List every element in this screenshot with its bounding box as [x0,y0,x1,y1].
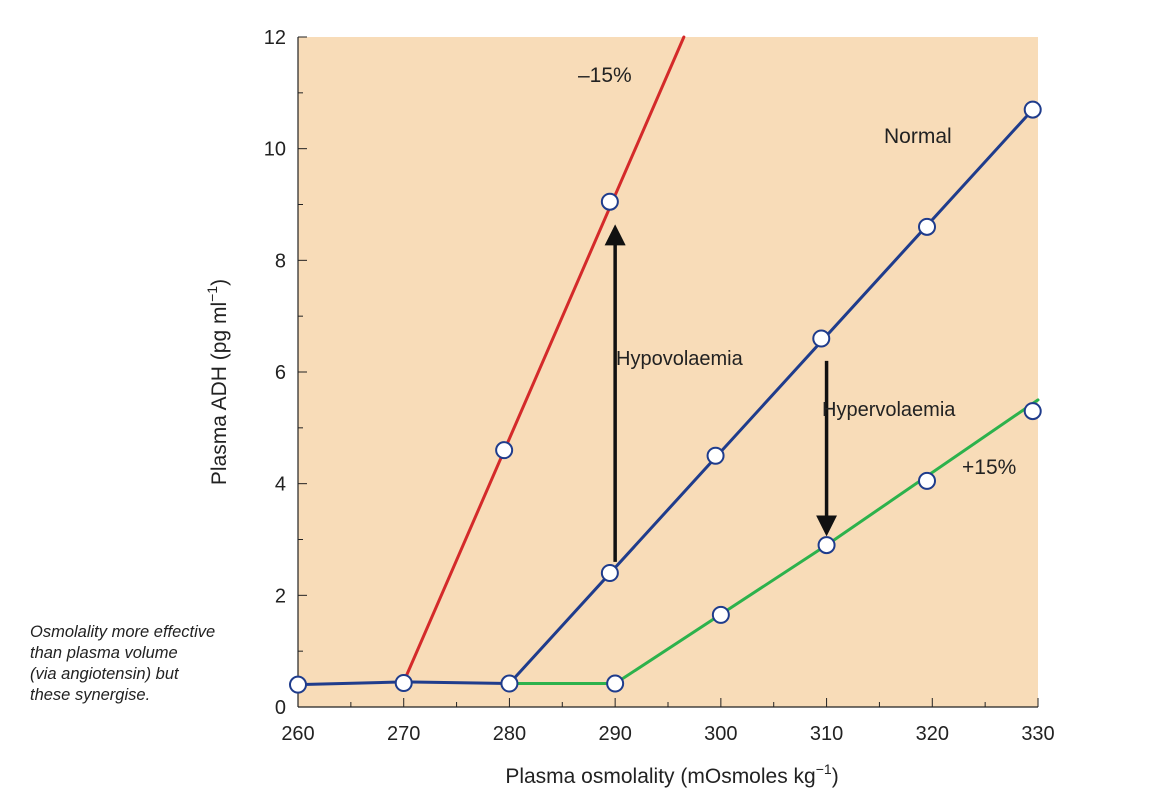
x-axis-title-sup: −1 [816,761,832,777]
x-tick-label: 330 [1021,723,1054,745]
x-tick-label: 310 [810,723,843,745]
note-line: than plasma volume [30,643,290,664]
y-axis-title-sup: −1 [204,286,220,302]
data-point [602,194,618,210]
data-point [501,676,517,692]
x-tick-label: 260 [281,723,314,745]
data-point [819,537,835,553]
x-tick-label: 280 [493,723,526,745]
annotation-note: Osmolality more effective than plasma vo… [30,622,290,706]
series-label-minus15: –15% [578,64,632,87]
x-tick-label: 270 [387,723,420,745]
data-point [919,219,935,235]
series-label-plus15: +15% [962,456,1016,479]
y-tick-label: 4 [275,474,286,496]
data-point [713,607,729,623]
y-tick-label: 6 [275,362,286,384]
y-axis-title-end: ) [208,279,231,286]
y-tick-label: 10 [264,139,286,161]
y-tick-label: 12 [264,27,286,49]
note-line: (via angiotensin) but [30,664,290,685]
data-point [496,442,512,458]
hypovolaemia-label: Hypovolaemia [616,348,744,370]
x-tick-label: 300 [704,723,737,745]
x-tick-label: 320 [916,723,949,745]
x-axis-title-end: ) [832,765,839,788]
x-axis-title: Plasma osmolality (mOsmoles kg−1) [505,761,838,788]
series-label-normal: Normal [884,125,952,148]
data-point [396,675,412,691]
data-point [602,565,618,581]
y-tick-label: 8 [275,250,286,272]
data-point [1025,403,1041,419]
x-tick-label: 290 [598,723,631,745]
data-point [919,473,935,489]
data-point [708,448,724,464]
note-line: Osmolality more effective [30,622,290,643]
note-line: these synergise. [30,685,290,706]
y-tick-label: 2 [275,585,286,607]
data-point [1025,102,1041,118]
x-axis-title-text: Plasma osmolality (mOsmoles kg [505,765,815,788]
data-point [290,677,306,693]
y-axis-title-text: Plasma ADH (pg ml [208,302,231,485]
data-point [607,676,623,692]
data-point [813,331,829,347]
y-axis-title: Plasma ADH (pg ml−1) [204,279,231,485]
hypervolaemia-label: Hypervolaemia [822,399,956,421]
